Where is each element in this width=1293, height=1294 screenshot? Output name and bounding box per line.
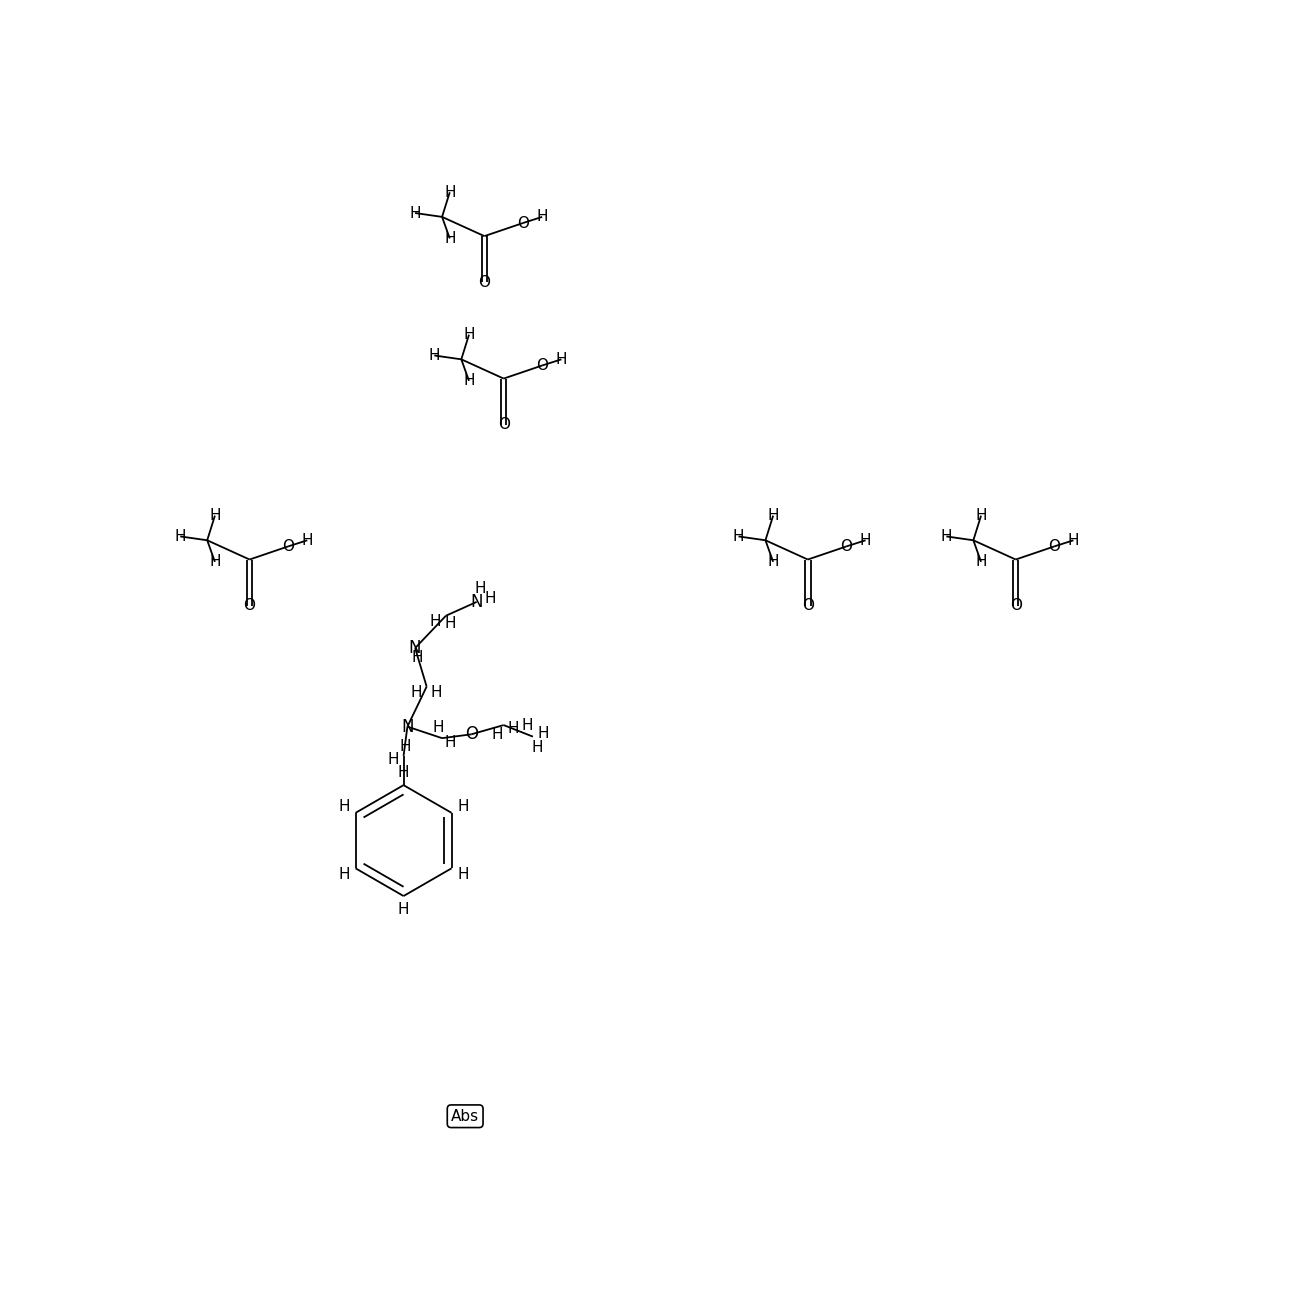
Text: H: H (301, 533, 313, 547)
Text: H: H (537, 210, 548, 224)
Text: H: H (475, 581, 486, 595)
Text: N: N (409, 639, 422, 657)
Text: H: H (209, 509, 221, 523)
Text: H: H (443, 185, 455, 199)
Text: H: H (491, 727, 503, 741)
Text: H: H (387, 752, 398, 767)
Text: O: O (1049, 538, 1060, 554)
Text: O: O (517, 216, 529, 230)
Text: H: H (860, 533, 871, 547)
Text: H: H (398, 902, 410, 916)
Text: H: H (458, 798, 468, 814)
Text: H: H (975, 554, 987, 569)
Text: H: H (458, 867, 468, 883)
Text: H: H (443, 616, 455, 631)
Text: O: O (282, 538, 294, 554)
Text: Abs: Abs (451, 1109, 480, 1123)
Text: H: H (443, 735, 455, 751)
Text: H: H (463, 327, 475, 342)
Text: O: O (537, 358, 548, 373)
Text: H: H (431, 686, 442, 700)
Text: H: H (339, 867, 350, 883)
Text: H: H (521, 718, 533, 732)
Text: H: H (400, 739, 411, 754)
Text: H: H (538, 726, 550, 741)
Text: H: H (975, 509, 987, 523)
Text: O: O (464, 726, 478, 743)
Text: H: H (429, 615, 441, 629)
Text: H: H (1068, 533, 1080, 547)
Text: H: H (411, 650, 423, 665)
Text: H: H (398, 765, 410, 779)
Text: H: H (531, 740, 543, 754)
Text: O: O (802, 598, 813, 613)
Text: H: H (485, 590, 497, 606)
Text: H: H (556, 352, 568, 366)
Text: O: O (243, 598, 256, 613)
Text: H: H (428, 348, 440, 364)
Text: H: H (768, 509, 778, 523)
Text: H: H (410, 206, 420, 220)
Text: H: H (507, 722, 518, 736)
Text: O: O (840, 538, 852, 554)
Text: H: H (941, 529, 952, 543)
Text: H: H (432, 719, 443, 735)
Text: H: H (443, 230, 455, 246)
Text: H: H (175, 529, 186, 543)
Text: O: O (498, 417, 509, 432)
Text: H: H (733, 529, 745, 543)
Text: N: N (401, 718, 414, 735)
Text: H: H (463, 374, 475, 388)
Text: H: H (209, 554, 221, 569)
Text: N: N (471, 593, 484, 611)
Text: O: O (478, 274, 490, 290)
Text: H: H (768, 554, 778, 569)
Text: O: O (1010, 598, 1021, 613)
Text: H: H (339, 798, 350, 814)
Text: H: H (410, 686, 422, 700)
